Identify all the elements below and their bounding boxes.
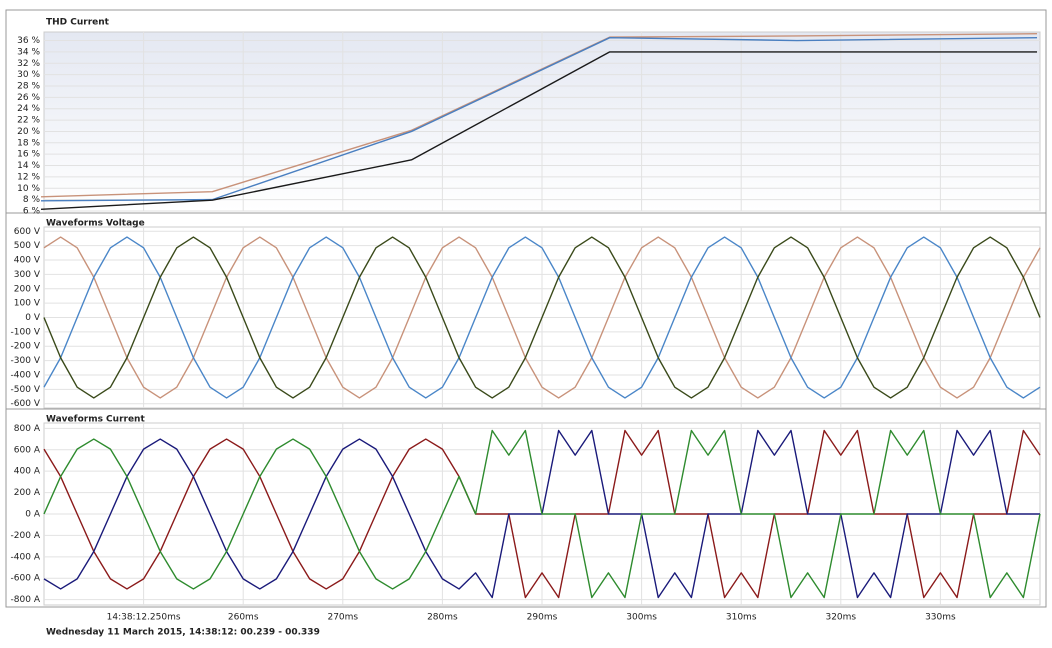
x-tick-label: 280ms — [427, 613, 458, 623]
x-tick-label: 330ms — [925, 613, 956, 623]
y-tick-label: 800 A — [14, 424, 41, 434]
x-tick-label: 14:38:12.250ms — [107, 613, 181, 623]
y-tick-label: 24 % — [17, 104, 40, 114]
series-line — [43, 236, 1041, 399]
series-line — [40, 33, 1038, 198]
y-tick-label: -400 V — [11, 370, 41, 380]
x-tick-label: 290ms — [527, 613, 558, 623]
y-tick-label: 22 % — [17, 116, 40, 126]
x-tick-label: 320ms — [825, 613, 856, 623]
x-tick-label: 260ms — [228, 613, 259, 623]
y-tick-label: -300 V — [11, 356, 41, 366]
y-tick-label: 6 % — [23, 207, 41, 217]
y-tick-label: 200 A — [14, 488, 41, 498]
y-tick-label: 32 % — [17, 59, 40, 69]
y-tick-label: -600 V — [11, 399, 41, 409]
y-tick-label: 12 % — [17, 172, 40, 182]
y-tick-label: 300 V — [14, 270, 41, 280]
y-tick-label: 10 % — [17, 184, 40, 194]
y-tick-label: 200 V — [14, 284, 41, 294]
y-tick-label: 0 A — [25, 510, 41, 520]
y-tick-label: 600 A — [14, 445, 41, 455]
y-tick-label: 28 % — [17, 81, 40, 91]
panel-title: THD Current — [46, 18, 110, 28]
y-tick-label: -400 A — [11, 552, 41, 562]
series-line — [40, 51, 1038, 210]
y-tick-label: 400 V — [14, 256, 41, 266]
series-line — [43, 236, 1041, 399]
y-tick-label: -200 V — [11, 342, 41, 352]
y-tick-label: 600 V — [14, 227, 41, 237]
series-line — [43, 429, 1041, 599]
y-tick-label: 18 % — [17, 138, 40, 148]
y-tick-label: 0 V — [25, 313, 41, 323]
x-tick-label: 270ms — [327, 613, 358, 623]
y-tick-label: -100 V — [11, 327, 41, 337]
x-tick-label: 300ms — [626, 613, 657, 623]
y-tick-label: 400 A — [14, 467, 41, 477]
y-tick-label: 26 % — [17, 93, 40, 103]
y-tick-label: -200 A — [11, 531, 41, 541]
y-tick-label: -800 A — [11, 595, 41, 605]
footer: Wednesday 11 March 2015, 14:38:12: 00.23… — [46, 628, 320, 638]
y-tick-label: 8 % — [23, 195, 41, 205]
y-tick-label: 14 % — [17, 161, 40, 171]
y-tick-label: -600 A — [11, 574, 41, 584]
y-tick-label: -500 V — [11, 385, 41, 395]
y-tick-label: 16 % — [17, 150, 40, 160]
panel-title: Waveforms Voltage — [46, 219, 145, 229]
y-tick-label: 100 V — [14, 299, 41, 309]
y-tick-label: 36 % — [17, 36, 40, 46]
y-tick-label: 34 % — [17, 47, 40, 57]
series-line — [41, 36, 1038, 202]
y-tick-label: 30 % — [17, 70, 40, 80]
series-line — [43, 236, 1041, 399]
y-tick-label: 500 V — [14, 241, 41, 251]
y-tick-label: 20 % — [17, 127, 40, 137]
panel-title: Waveforms Current — [46, 415, 145, 425]
x-tick-label: 310ms — [726, 613, 757, 623]
